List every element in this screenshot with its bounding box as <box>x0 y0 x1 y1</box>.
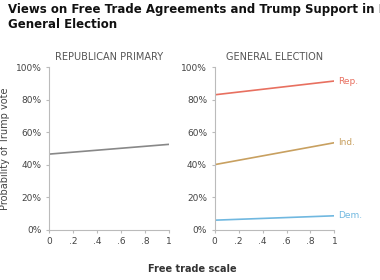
Title: GENERAL ELECTION: GENERAL ELECTION <box>226 52 323 62</box>
Y-axis label: Probability of Trump vote: Probability of Trump vote <box>0 87 10 210</box>
Text: Views on Free Trade Agreements and Trump Support in Republican Primary and
Gener: Views on Free Trade Agreements and Trump… <box>8 3 380 31</box>
Text: Rep.: Rep. <box>338 76 358 85</box>
Text: Ind.: Ind. <box>338 138 355 147</box>
Text: Free trade scale: Free trade scale <box>147 263 236 274</box>
Title: REPUBLICAN PRIMARY: REPUBLICAN PRIMARY <box>55 52 163 62</box>
Text: Dem.: Dem. <box>338 211 362 220</box>
